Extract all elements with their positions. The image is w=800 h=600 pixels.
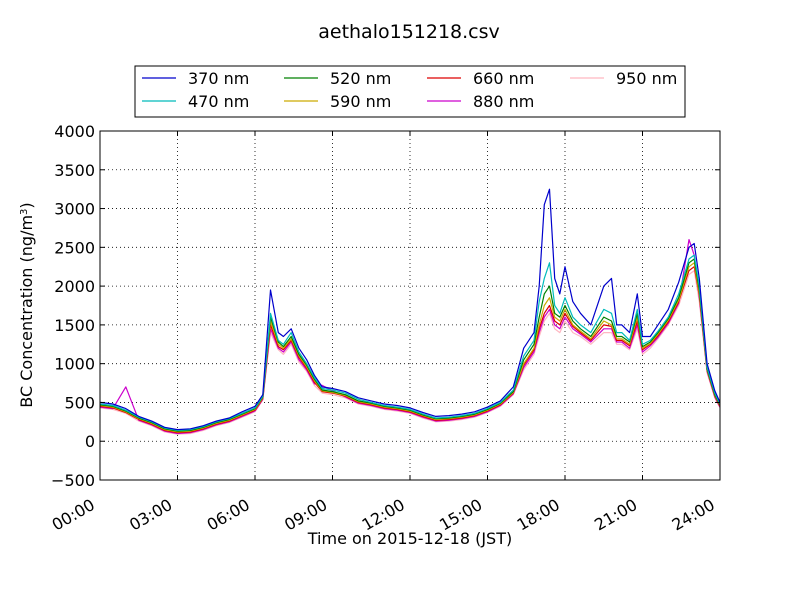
legend-label: 370 nm — [188, 69, 249, 88]
series-line-370-nm — [99, 188, 721, 431]
y-tick-label: 0 — [85, 432, 95, 451]
x-tick-label: 18:00 — [514, 495, 563, 535]
x-tick-label: 24:00 — [669, 495, 718, 535]
series-group — [99, 188, 721, 435]
x-tick-label: 00:00 — [49, 495, 98, 535]
legend-label: 880 nm — [473, 92, 534, 111]
y-axis-label: BC Concentration (ng/m3) — [17, 202, 36, 407]
x-tick-label: 03:00 — [126, 495, 175, 535]
y-tick-label: 1500 — [54, 316, 95, 335]
series-line-880-nm — [99, 239, 721, 435]
series-line-520-nm — [99, 258, 721, 432]
legend: 370 nm 470 nm 520 nm 590 nm 660 nm 880 nm 950 … — [134, 65, 686, 118]
y-tick-label: 2500 — [54, 238, 95, 257]
y-tick-label: 3000 — [54, 200, 95, 219]
legend-label: 470 nm — [188, 92, 249, 111]
series-line-950-nm — [99, 270, 721, 435]
y-axis-label-main: BC Concentration (ng/m — [17, 215, 36, 408]
series-line-470-nm — [99, 254, 721, 431]
legend-label: 520 nm — [330, 69, 391, 88]
legend-box — [134, 65, 686, 118]
y-axis-label-sup: 3 — [19, 209, 30, 215]
y-axis-label-tail: ) — [17, 202, 36, 208]
chart-title: aethalo151218.csv — [318, 21, 500, 43]
y-tick-label: 1000 — [54, 355, 95, 374]
y-tick-label: −500 — [51, 471, 95, 490]
y-tick-label: 2000 — [54, 277, 95, 296]
ticks: 00:00 03:00 06:00 09:00 12:00 15:00 18:00 21:00… — [49, 122, 721, 535]
legend-label: 660 nm — [473, 69, 534, 88]
y-tick-label: 3500 — [54, 161, 95, 180]
x-axis-label: Time on 2015-12-18 (JST) — [307, 529, 512, 548]
y-tick-label: 4000 — [54, 122, 95, 141]
legend-label: 950 nm — [616, 69, 677, 88]
legend-label: 590 nm — [330, 92, 391, 111]
x-tick-label: 06:00 — [204, 495, 253, 535]
y-tick-label: 500 — [64, 393, 95, 412]
x-tick-label: 21:00 — [591, 495, 640, 535]
